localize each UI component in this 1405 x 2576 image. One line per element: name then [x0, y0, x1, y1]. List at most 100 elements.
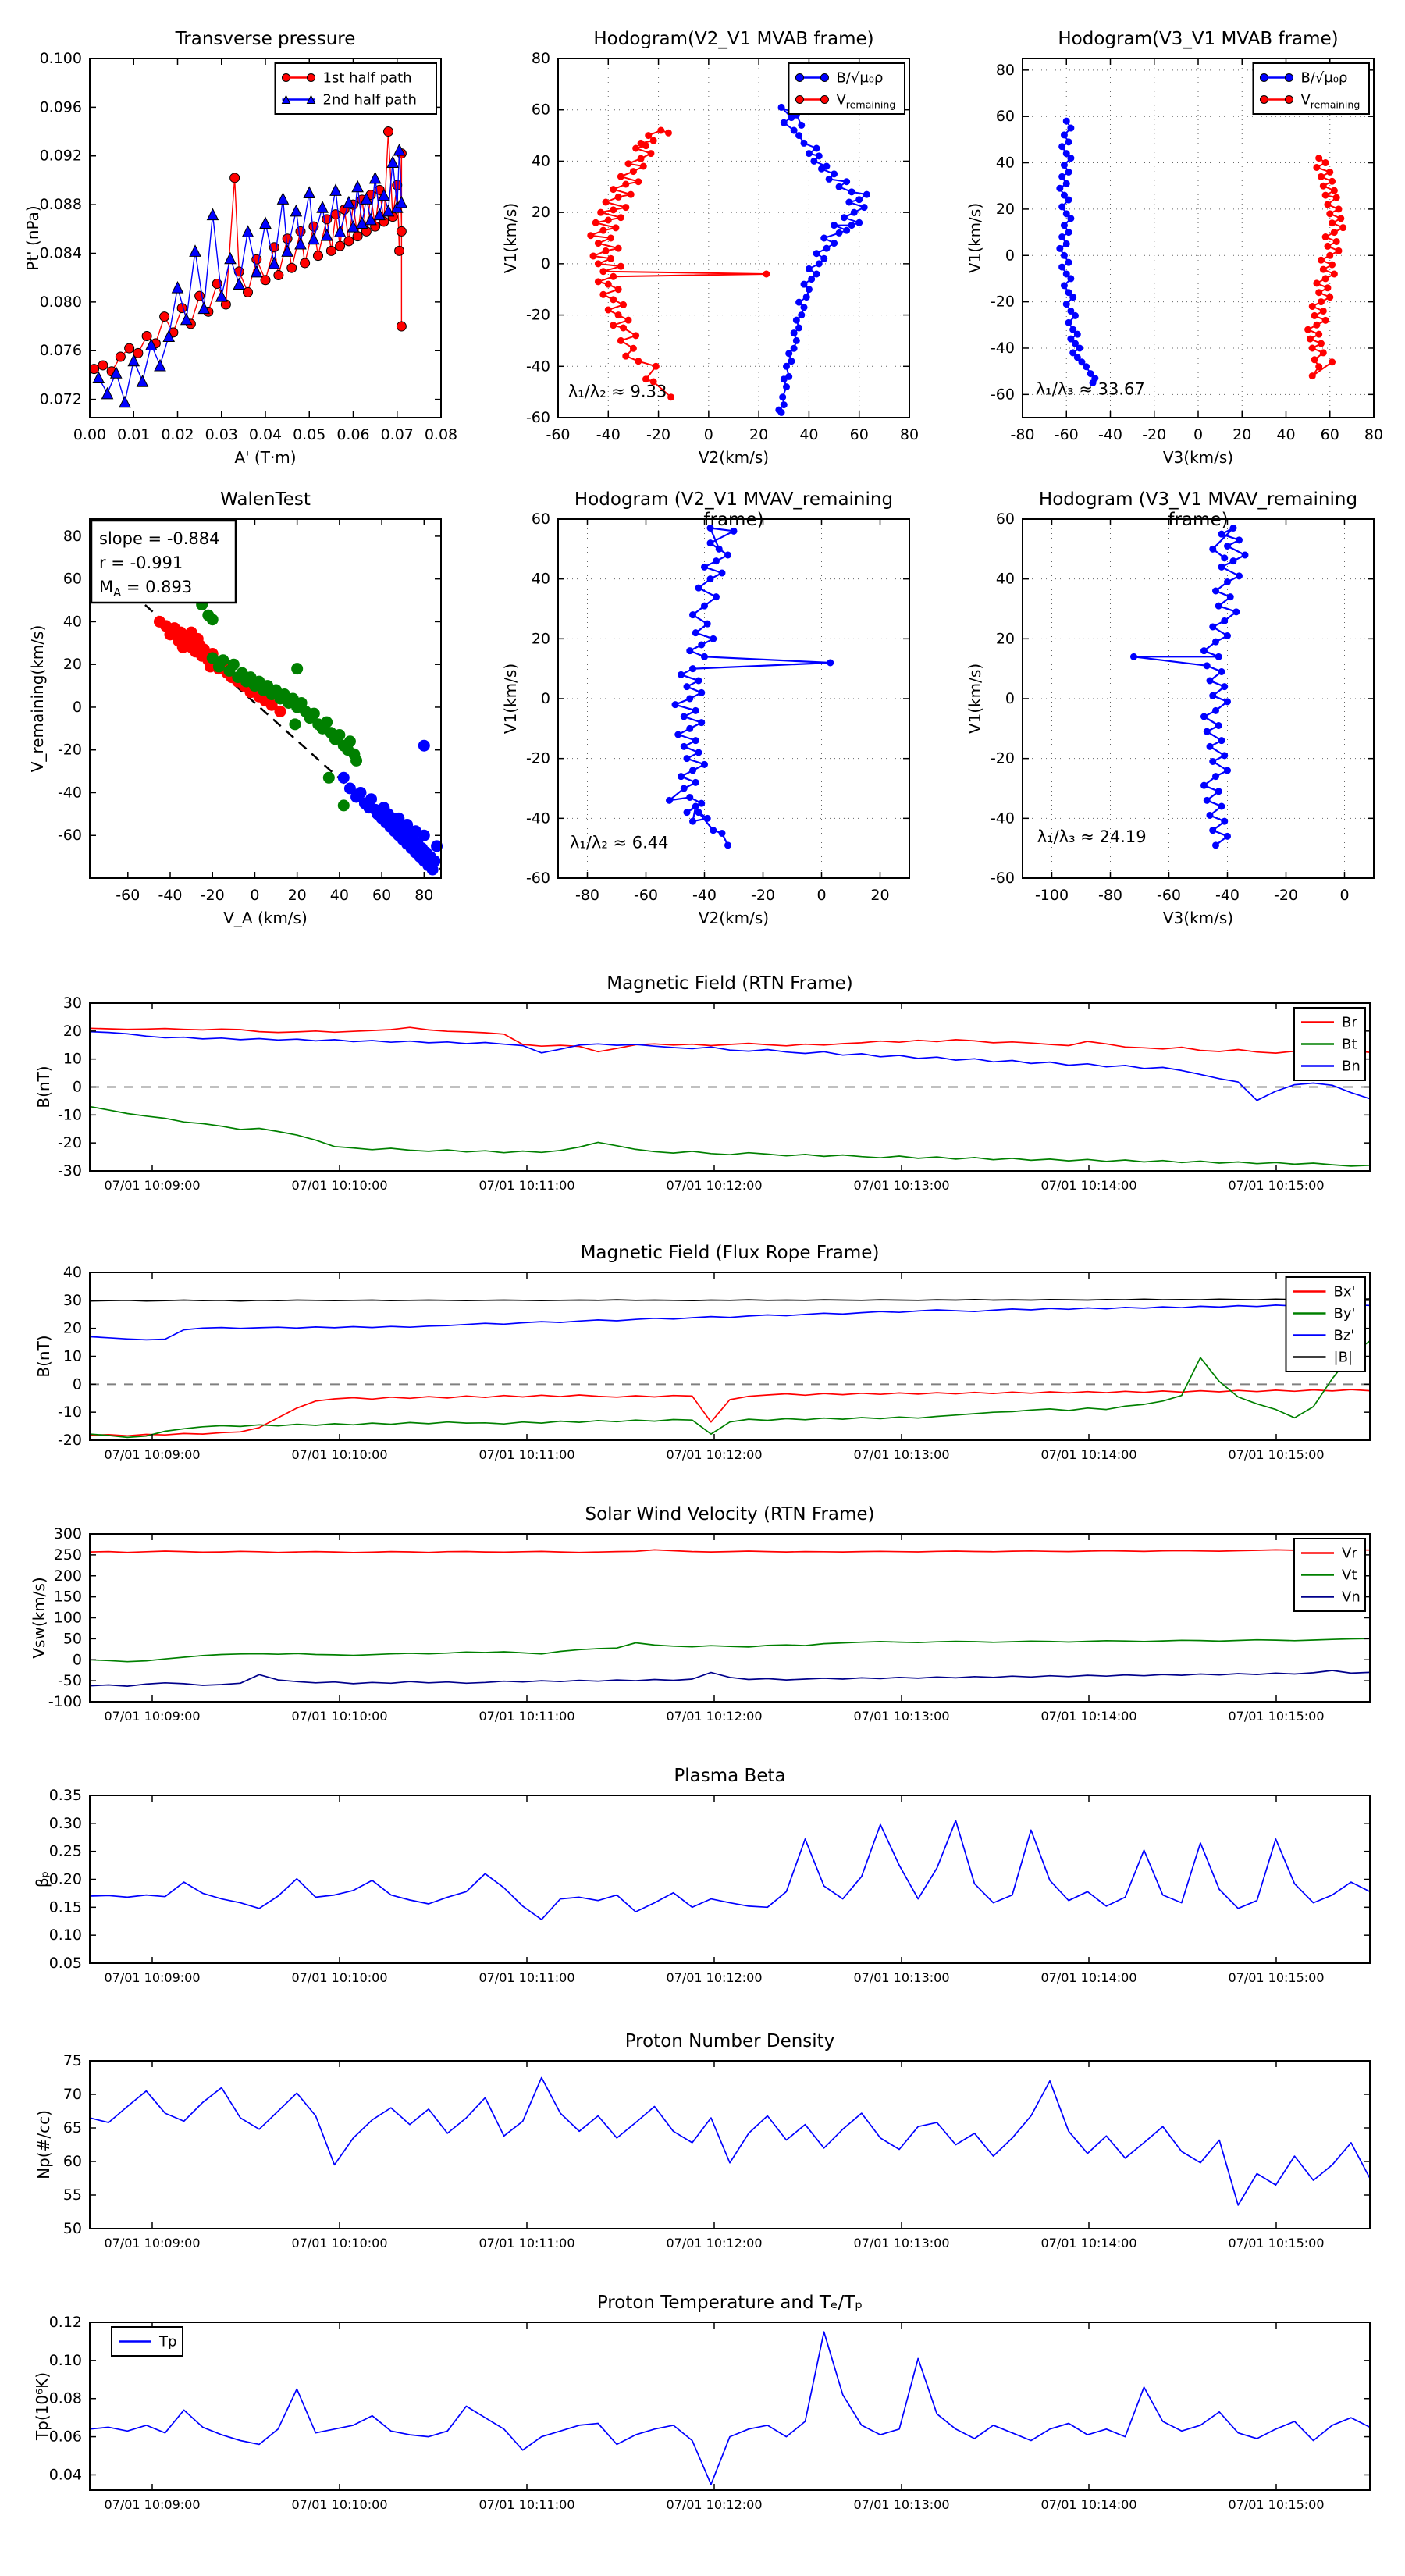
x-tick-label: 07/01 10:09:00	[104, 1447, 200, 1462]
x-tick-label: 07/01 10:11:00	[478, 2236, 574, 2250]
y-tick-label: -20	[58, 742, 82, 759]
x-tick-label: 07/01 10:11:00	[478, 1970, 574, 1985]
x-tick-label: 0.04	[249, 426, 282, 443]
x-tick-label: 0.05	[293, 426, 325, 443]
x-tick-label: 07/01 10:10:00	[291, 1970, 387, 1985]
y-axis: -60 -40 -20 0 20 40 60 80	[526, 50, 909, 426]
y-tick-label: -60	[526, 409, 550, 426]
legend-label: Tp	[158, 2334, 176, 2350]
chart-canvas: 07/01 10:09:00 07/01 10:10:00 07/01 10:11:…	[34, 994, 1371, 1193]
x-tick-label: 60	[372, 887, 391, 904]
legend-label: B/√μ₀ρ	[1300, 70, 1347, 87]
x-axis: 07/01 10:09:00 07/01 10:10:00 07/01 10:11:…	[104, 2061, 1325, 2250]
y-axis: -20 -10 0 10 20 30 40	[58, 1264, 1370, 1449]
x-tick-label: -40	[692, 887, 717, 904]
y-axis: 0.05 0.10 0.15 0.20 0.25 0.30 0.35	[49, 1787, 1370, 1972]
x-axis-label: V3(km/s)	[1163, 448, 1233, 467]
series-Bn	[89, 1030, 1371, 1101]
x-tick-label: 07/01 10:15:00	[1228, 2236, 1324, 2250]
x-axis: -80 -60 -40 -20 0 20 40 60 80	[1010, 59, 1383, 443]
x-tick-label: 07/01 10:09:00	[104, 1709, 200, 1724]
y-axis-label: V1(km/s)	[501, 664, 520, 734]
y-tick-label: 0.06	[49, 2428, 82, 2446]
y-tick-label: 75	[63, 2052, 82, 2069]
y-tick-label: 0	[73, 1375, 82, 1393]
y-tick-label: 10	[63, 1348, 82, 1365]
x-tick-label: -80	[1098, 887, 1122, 904]
y-tick-label: 250	[54, 1546, 82, 1564]
x-tick-label: -40	[1215, 887, 1240, 904]
chart-title: Proton Number Density	[624, 2031, 835, 2051]
legend: Vr Vt Vn	[1293, 1538, 1366, 1612]
chart-title: Magnetic Field (RTN Frame)	[606, 973, 853, 994]
y-tick-label: 0.100	[40, 50, 82, 67]
x-axis: 07/01 10:09:00 07/01 10:10:00 07/01 10:11:…	[104, 2322, 1325, 2512]
x-tick-label: -40	[596, 426, 621, 443]
y-axis-label: V1(km/s)	[966, 664, 984, 734]
legend-label: 1st half path	[323, 70, 412, 87]
x-tick-label: 07/01 10:10:00	[291, 1178, 387, 1193]
y-tick-label: 30	[63, 994, 82, 1012]
y-axis: -60 -40 -20 0 20 40 60 80	[58, 528, 441, 844]
x-tick-label: -20	[1142, 426, 1166, 443]
y-tick-label: 40	[63, 613, 82, 630]
series-group	[89, 126, 408, 408]
x-tick-label: 07/01 10:15:00	[1228, 1709, 1324, 1724]
x-tick-label: 07/01 10:09:00	[104, 2236, 200, 2250]
y-axis-label: Tp(10⁶K)	[33, 2372, 52, 2441]
series-group	[587, 103, 870, 416]
y-tick-label: 0.15	[49, 1898, 82, 1916]
y-axis: -60 -40 -20 0 20 40 60	[991, 511, 1374, 887]
y-tick-label: 10	[63, 1051, 82, 1068]
legend: 1st half path 2nd half path	[274, 62, 437, 115]
y-tick-label: 100	[54, 1610, 82, 1627]
x-tick-label: 0.02	[161, 426, 194, 443]
plot-border	[89, 2322, 1371, 2491]
y-tick-label: -30	[58, 1162, 82, 1179]
y-tick-label: 0	[1005, 247, 1015, 264]
plot-border	[89, 1272, 1371, 1441]
x-tick-label: -60	[546, 426, 570, 443]
chart-canvas: 0.00 0.01 0.02 0.03 0.04 0.05 0.06 0.07 0.08 0.07…	[23, 50, 457, 467]
x-axis: -80 -60 -40 -20 0 20	[575, 519, 890, 904]
x-axis: 07/01 10:09:00 07/01 10:10:00 07/01 10:11:…	[104, 1003, 1325, 1193]
y-tick-label: -20	[526, 307, 550, 324]
y-axis-label: B(nT)	[34, 1335, 53, 1377]
y-tick-label: -40	[526, 358, 550, 375]
x-tick-label: 07/01 10:12:00	[666, 1178, 762, 1193]
y-tick-label: 60	[63, 2153, 82, 2170]
chart-title: Transverse pressure	[175, 29, 356, 49]
x-tick-label: -60	[1055, 426, 1079, 443]
y-tick-label: 80	[63, 528, 82, 545]
x-tick-label: 07/01 10:11:00	[478, 1709, 574, 1724]
x-tick-label: 80	[900, 426, 919, 443]
y-tick-label: -40	[991, 809, 1015, 827]
x-axis: 07/01 10:09:00 07/01 10:10:00 07/01 10:11:…	[104, 1534, 1325, 1724]
series-group	[666, 525, 834, 849]
panel-magnetic-field-flux-rope: Magnetic Field (Flux Rope Frame) 07/01 1…	[23, 1233, 1397, 1475]
y-tick-label: 40	[532, 152, 550, 169]
x-tick-label: -80	[1010, 426, 1034, 443]
x-tick-label: -40	[158, 887, 182, 904]
x-tick-label: 07/01 10:14:00	[1040, 1178, 1136, 1193]
y-tick-label: 80	[996, 62, 1015, 79]
x-tick-label: 07/01 10:09:00	[104, 2497, 200, 2512]
x-axis: -100 -80 -60 -40 -20 0	[1035, 519, 1350, 904]
y-axis: 0.04 0.06 0.08 0.10 0.12	[49, 2314, 1370, 2483]
x-tick-label: 0.08	[425, 426, 457, 443]
series-beta_p	[89, 1820, 1371, 1920]
x-tick-label: 07/01 10:12:00	[666, 1709, 762, 1724]
x-tick-label: 20	[288, 887, 307, 904]
y-tick-label: 50	[63, 1630, 82, 1647]
series-group	[1056, 117, 1347, 386]
y-tick-label: 60	[63, 571, 82, 588]
y-axis-label: V1(km/s)	[966, 203, 984, 273]
y-tick-label: 0.10	[49, 2352, 82, 2369]
y-tick-label: 0	[1005, 690, 1015, 707]
y-tick-label: 0	[541, 255, 550, 272]
plot-border	[557, 518, 910, 879]
y-tick-label: -10	[58, 1404, 82, 1421]
legend-label: Bz'	[1334, 1328, 1355, 1344]
x-tick-label: 40	[330, 887, 349, 904]
legend-label: Vt	[1342, 1567, 1357, 1584]
